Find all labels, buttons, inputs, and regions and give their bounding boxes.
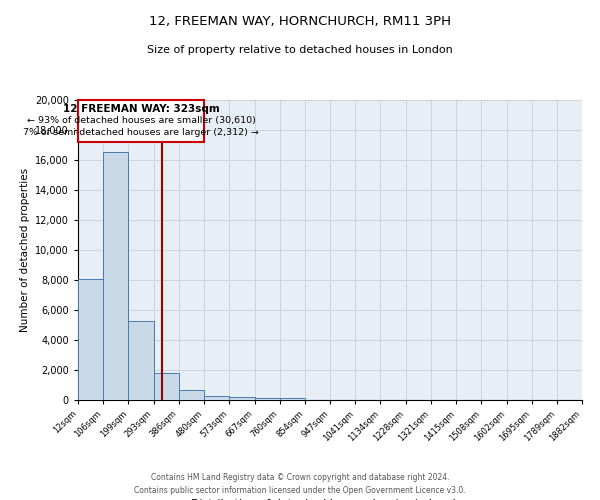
Text: 12 FREEMAN WAY: 323sqm: 12 FREEMAN WAY: 323sqm: [62, 104, 220, 114]
Bar: [254, 398, 280, 400]
Text: 7% of semi-detached houses are larger (2,312) →: 7% of semi-detached houses are larger (2…: [23, 128, 259, 138]
Text: ← 93% of detached houses are smaller (30,610): ← 93% of detached houses are smaller (30…: [26, 116, 256, 126]
Text: 12, FREEMAN WAY, HORNCHURCH, RM11 3PH: 12, FREEMAN WAY, HORNCHURCH, RM11 3PH: [149, 15, 451, 28]
Bar: [154, 373, 179, 400]
Bar: [128, 320, 154, 400]
Bar: [229, 397, 254, 400]
Bar: [103, 152, 128, 400]
Text: Size of property relative to detached houses in London: Size of property relative to detached ho…: [147, 45, 453, 55]
Bar: [204, 396, 229, 400]
Y-axis label: Number of detached properties: Number of detached properties: [20, 168, 29, 332]
Bar: [78, 278, 103, 400]
X-axis label: Distribution of detached houses by size in London: Distribution of detached houses by size …: [191, 498, 469, 500]
Bar: [280, 398, 305, 400]
Bar: [179, 390, 204, 400]
Text: Contains HM Land Registry data © Crown copyright and database right 2024.: Contains HM Land Registry data © Crown c…: [151, 474, 449, 482]
Text: Contains public sector information licensed under the Open Government Licence v3: Contains public sector information licen…: [134, 486, 466, 495]
Bar: [78, 100, 204, 142]
